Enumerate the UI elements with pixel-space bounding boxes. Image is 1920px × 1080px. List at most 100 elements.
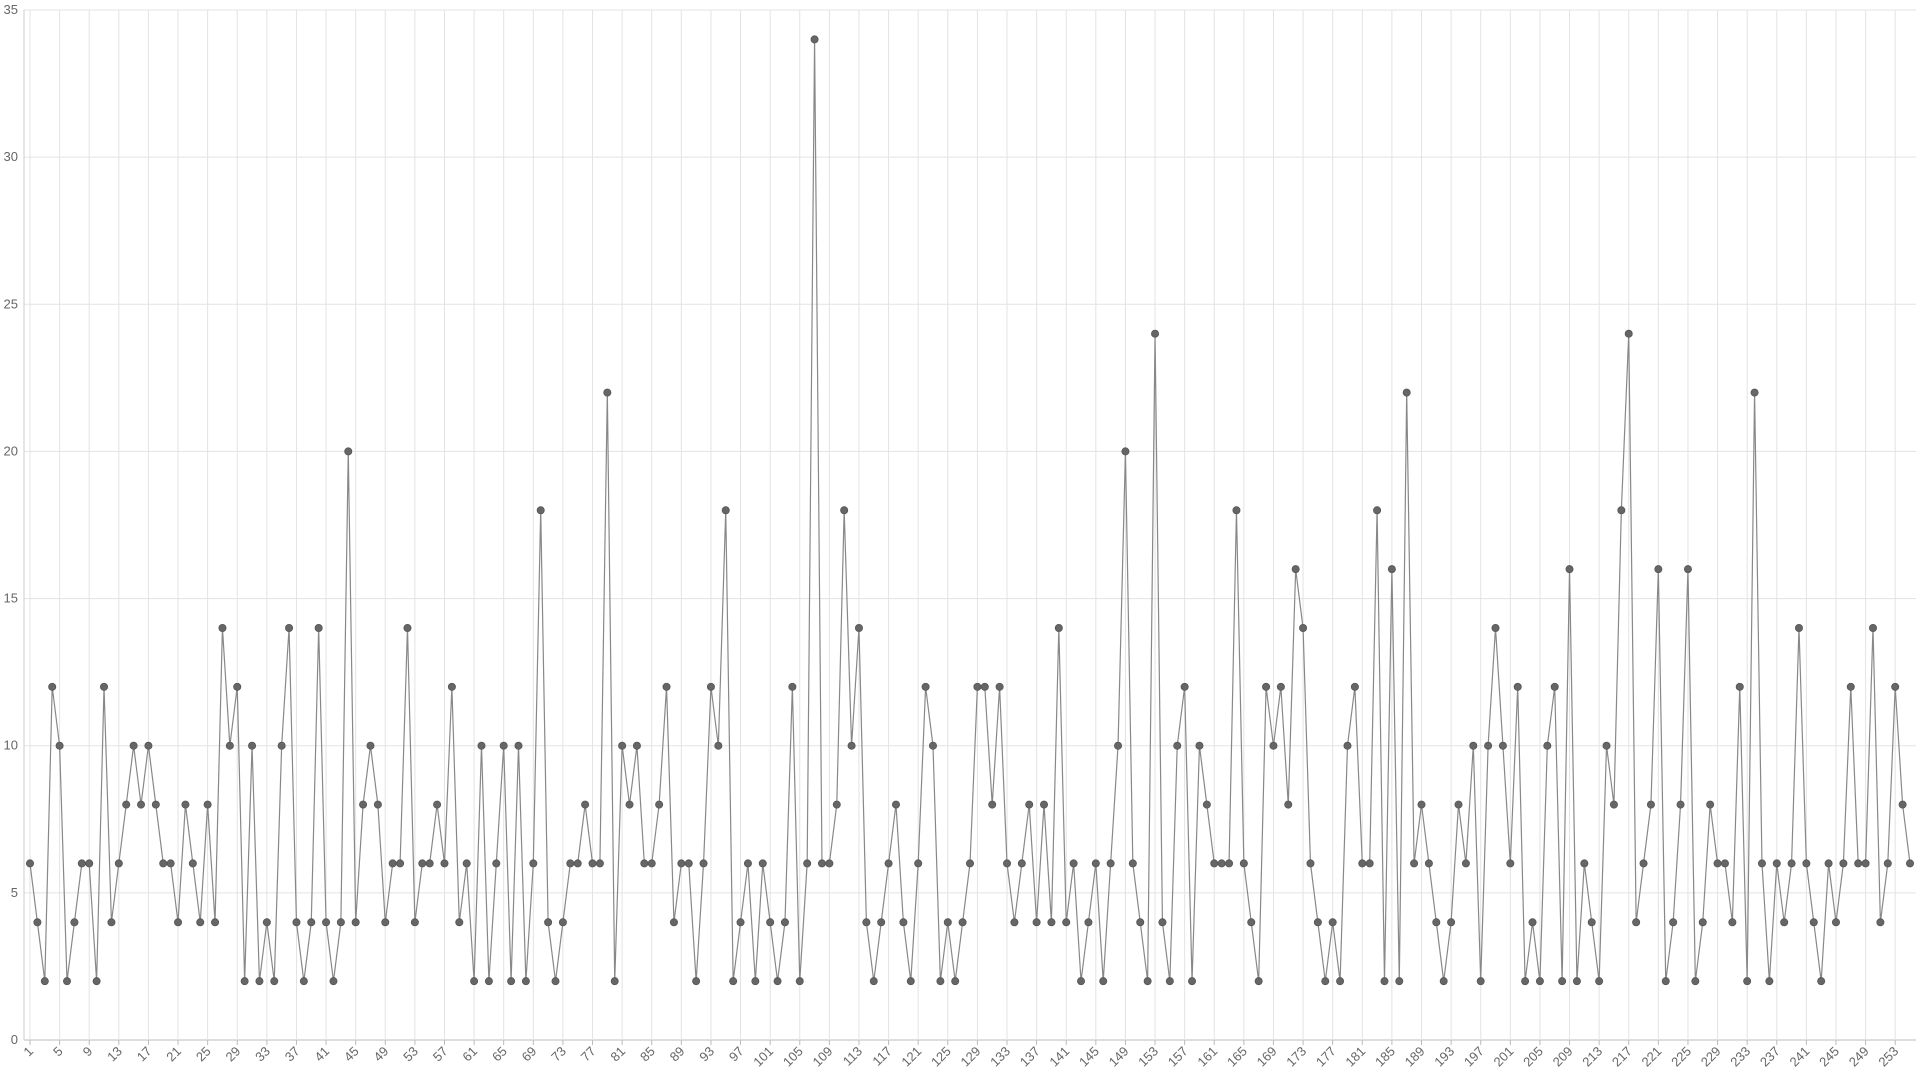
y-tick-label: 35 [4, 2, 18, 17]
point [1676, 800, 1685, 809]
point [1476, 977, 1485, 986]
point [381, 918, 390, 927]
point [277, 741, 286, 750]
point [1040, 800, 1049, 809]
x-tick-label: 149 [1106, 1044, 1132, 1070]
point [877, 918, 886, 927]
point [751, 977, 760, 986]
point [662, 682, 671, 691]
x-tick-label: 125 [928, 1044, 954, 1070]
point [610, 977, 619, 986]
point [1550, 682, 1559, 691]
point [1454, 800, 1463, 809]
point [514, 741, 523, 750]
point [1328, 918, 1337, 927]
x-tick-label: 177 [1313, 1044, 1339, 1070]
point [795, 977, 804, 986]
point [729, 977, 738, 986]
point [77, 859, 86, 868]
point [433, 800, 442, 809]
point [1602, 741, 1611, 750]
x-tick-label: 205 [1520, 1044, 1546, 1070]
point [1202, 800, 1211, 809]
point [211, 918, 220, 927]
point [1854, 859, 1863, 868]
y-tick-label: 5 [11, 885, 18, 900]
point [218, 624, 227, 633]
point [551, 977, 560, 986]
point [1091, 859, 1100, 868]
point [1735, 682, 1744, 691]
point [440, 859, 449, 868]
point [988, 800, 997, 809]
point [1772, 859, 1781, 868]
y-tick-label: 15 [4, 591, 18, 606]
point [262, 918, 271, 927]
point [521, 977, 530, 986]
point [1336, 977, 1345, 986]
x-tick-label: 101 [750, 1044, 776, 1070]
point [1609, 800, 1618, 809]
point [625, 800, 634, 809]
point [1114, 741, 1123, 750]
point [1188, 977, 1197, 986]
point [1639, 859, 1648, 868]
point [803, 859, 812, 868]
point [1225, 859, 1234, 868]
point [1558, 977, 1567, 986]
point [951, 977, 960, 986]
point [307, 918, 316, 927]
point [1291, 565, 1300, 574]
point [1765, 977, 1774, 986]
point [1809, 918, 1818, 927]
y-tick-label: 30 [4, 149, 18, 164]
x-tick-label: 189 [1402, 1044, 1428, 1070]
point [1528, 918, 1537, 927]
point [1010, 918, 1019, 927]
point [70, 918, 79, 927]
point [188, 859, 197, 868]
point [1713, 859, 1722, 868]
point [573, 859, 582, 868]
point [1535, 977, 1544, 986]
point [1521, 977, 1530, 986]
point [1839, 859, 1848, 868]
point [869, 977, 878, 986]
x-tick-label: 157 [1165, 1044, 1191, 1070]
x-tick-label: 37 [282, 1044, 303, 1065]
point [943, 918, 952, 927]
point [144, 741, 153, 750]
point [1491, 624, 1500, 633]
point [48, 682, 57, 691]
point [1165, 977, 1174, 986]
x-tick-label: 49 [371, 1044, 392, 1065]
point [1069, 859, 1078, 868]
point [854, 624, 863, 633]
x-tick-label: 61 [459, 1044, 480, 1065]
point [1402, 388, 1411, 397]
x-tick-label: 129 [958, 1044, 984, 1070]
point [107, 918, 116, 927]
point [492, 859, 501, 868]
point [1262, 682, 1271, 691]
point [581, 800, 590, 809]
point [1195, 741, 1204, 750]
point [40, 977, 49, 986]
x-tick-label: 105 [780, 1044, 806, 1070]
x-tick-label: 193 [1431, 1044, 1457, 1070]
point [1787, 859, 1796, 868]
point [388, 859, 397, 868]
x-tick-label: 13 [104, 1044, 125, 1065]
point [669, 918, 678, 927]
point [1232, 506, 1241, 515]
point [1032, 918, 1041, 927]
point [1728, 918, 1737, 927]
point [1247, 918, 1256, 927]
point [891, 800, 900, 809]
x-tick-label: 249 [1846, 1044, 1872, 1070]
x-tick-label: 1 [20, 1044, 36, 1060]
point [181, 800, 190, 809]
x-tick-label: 181 [1342, 1044, 1368, 1070]
point [114, 859, 123, 868]
point [225, 741, 234, 750]
